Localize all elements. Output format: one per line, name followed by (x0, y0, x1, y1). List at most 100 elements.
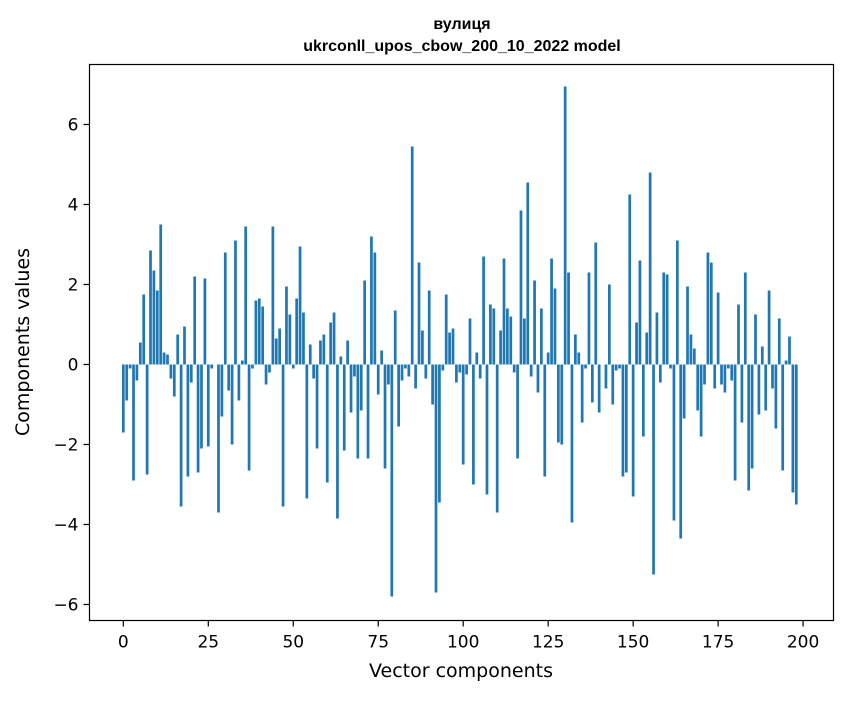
bar-component-34 (238, 365, 241, 401)
bar-component-71 (363, 281, 366, 365)
bar-component-183 (744, 273, 747, 365)
bar-component-75 (377, 365, 380, 395)
bar-component-191 (771, 365, 774, 389)
bar-component-9 (153, 271, 156, 365)
bar-component-90 (428, 291, 431, 365)
bar-component-136 (584, 365, 587, 369)
bar-component-31 (227, 365, 230, 391)
bar-component-198 (795, 365, 798, 505)
bar-component-193 (778, 319, 781, 365)
bar-component-10 (156, 291, 159, 365)
bar-component-67 (350, 365, 353, 413)
bar-component-185 (751, 365, 754, 469)
bar-component-89 (424, 365, 427, 379)
bar-component-160 (666, 275, 669, 365)
bar-component-53 (302, 313, 305, 365)
bar-component-108 (489, 305, 492, 365)
x-tick-label: 75 (367, 633, 389, 653)
bar-component-111 (499, 331, 502, 365)
bar-component-172 (707, 253, 710, 365)
bar-component-23 (200, 365, 203, 449)
bar-component-80 (394, 311, 397, 365)
bar-component-29 (221, 365, 224, 417)
bar-component-118 (523, 319, 526, 365)
bar-component-139 (594, 243, 597, 365)
bar-component-174 (713, 365, 716, 389)
bar-component-105 (479, 365, 482, 379)
bar-component-98 (455, 365, 458, 383)
bar-component-178 (727, 365, 730, 369)
bar-component-196 (788, 337, 791, 365)
bar-component-54 (305, 365, 308, 499)
bar-component-151 (635, 323, 638, 365)
bar-component-169 (696, 365, 699, 411)
bar-component-43 (268, 365, 271, 373)
bar-component-21 (193, 277, 196, 365)
x-tick-label: 0 (118, 633, 129, 653)
bar-component-161 (669, 365, 672, 369)
x-tick-label: 100 (447, 633, 479, 653)
bar-component-195 (785, 361, 788, 365)
bar-component-52 (299, 247, 302, 365)
bar-component-86 (414, 365, 417, 389)
bar-component-100 (462, 365, 465, 465)
bar-component-104 (475, 353, 478, 365)
bar-component-69 (356, 365, 359, 459)
bar-component-134 (577, 353, 580, 365)
bar-component-128 (557, 365, 560, 443)
bar-component-36 (244, 227, 247, 365)
bar-component-76 (380, 351, 383, 365)
bar-component-129 (560, 365, 563, 445)
bar-component-82 (401, 365, 404, 381)
bar-component-150 (632, 365, 635, 497)
bar-component-16 (176, 335, 179, 365)
bar-component-84 (407, 365, 410, 377)
bar-component-168 (693, 349, 696, 365)
bar-component-125 (547, 353, 550, 365)
bar-component-175 (717, 293, 720, 365)
bar-component-121 (533, 281, 536, 365)
bar-component-107 (486, 365, 489, 495)
bar-component-70 (360, 365, 363, 411)
bar-component-126 (550, 259, 553, 365)
bar-component-88 (421, 331, 424, 365)
y-axis-label: Components values (12, 248, 34, 436)
bar-component-45 (275, 339, 278, 365)
bar-component-40 (258, 299, 261, 365)
bar-component-153 (642, 365, 645, 437)
bar-component-33 (234, 241, 237, 365)
x-tick-label: 175 (702, 633, 734, 653)
bar-component-24 (204, 279, 207, 365)
bar-component-164 (679, 365, 682, 539)
bar-component-11 (159, 225, 162, 365)
bar-component-171 (703, 365, 706, 385)
bar-component-77 (384, 365, 387, 469)
bar-component-38 (251, 365, 254, 369)
bar-component-132 (571, 365, 574, 523)
bar-component-42 (265, 365, 268, 385)
bar-component-142 (605, 365, 608, 389)
bar-component-13 (166, 355, 169, 365)
bar-component-137 (588, 273, 591, 365)
bar-component-28 (217, 365, 220, 513)
x-tick-label: 125 (532, 633, 564, 653)
bar-component-157 (656, 313, 659, 365)
bar-component-35 (241, 361, 244, 365)
bar-component-4 (136, 365, 139, 381)
bar-component-152 (639, 261, 642, 365)
bar-component-190 (768, 291, 771, 365)
bar-component-12 (163, 353, 166, 365)
bar-component-127 (554, 289, 557, 365)
bar-component-102 (469, 319, 472, 365)
bar-component-48 (285, 287, 288, 365)
bar-component-17 (180, 365, 183, 507)
bar-component-133 (574, 335, 577, 365)
bar-component-99 (458, 365, 461, 373)
bar-component-130 (564, 87, 567, 365)
bar-component-85 (411, 147, 414, 365)
bar-component-14 (170, 365, 173, 379)
y-tick-label: −2 (53, 436, 78, 456)
bar-component-131 (567, 273, 570, 365)
bar-component-92 (435, 365, 438, 593)
y-tick-label: 6 (68, 116, 79, 136)
